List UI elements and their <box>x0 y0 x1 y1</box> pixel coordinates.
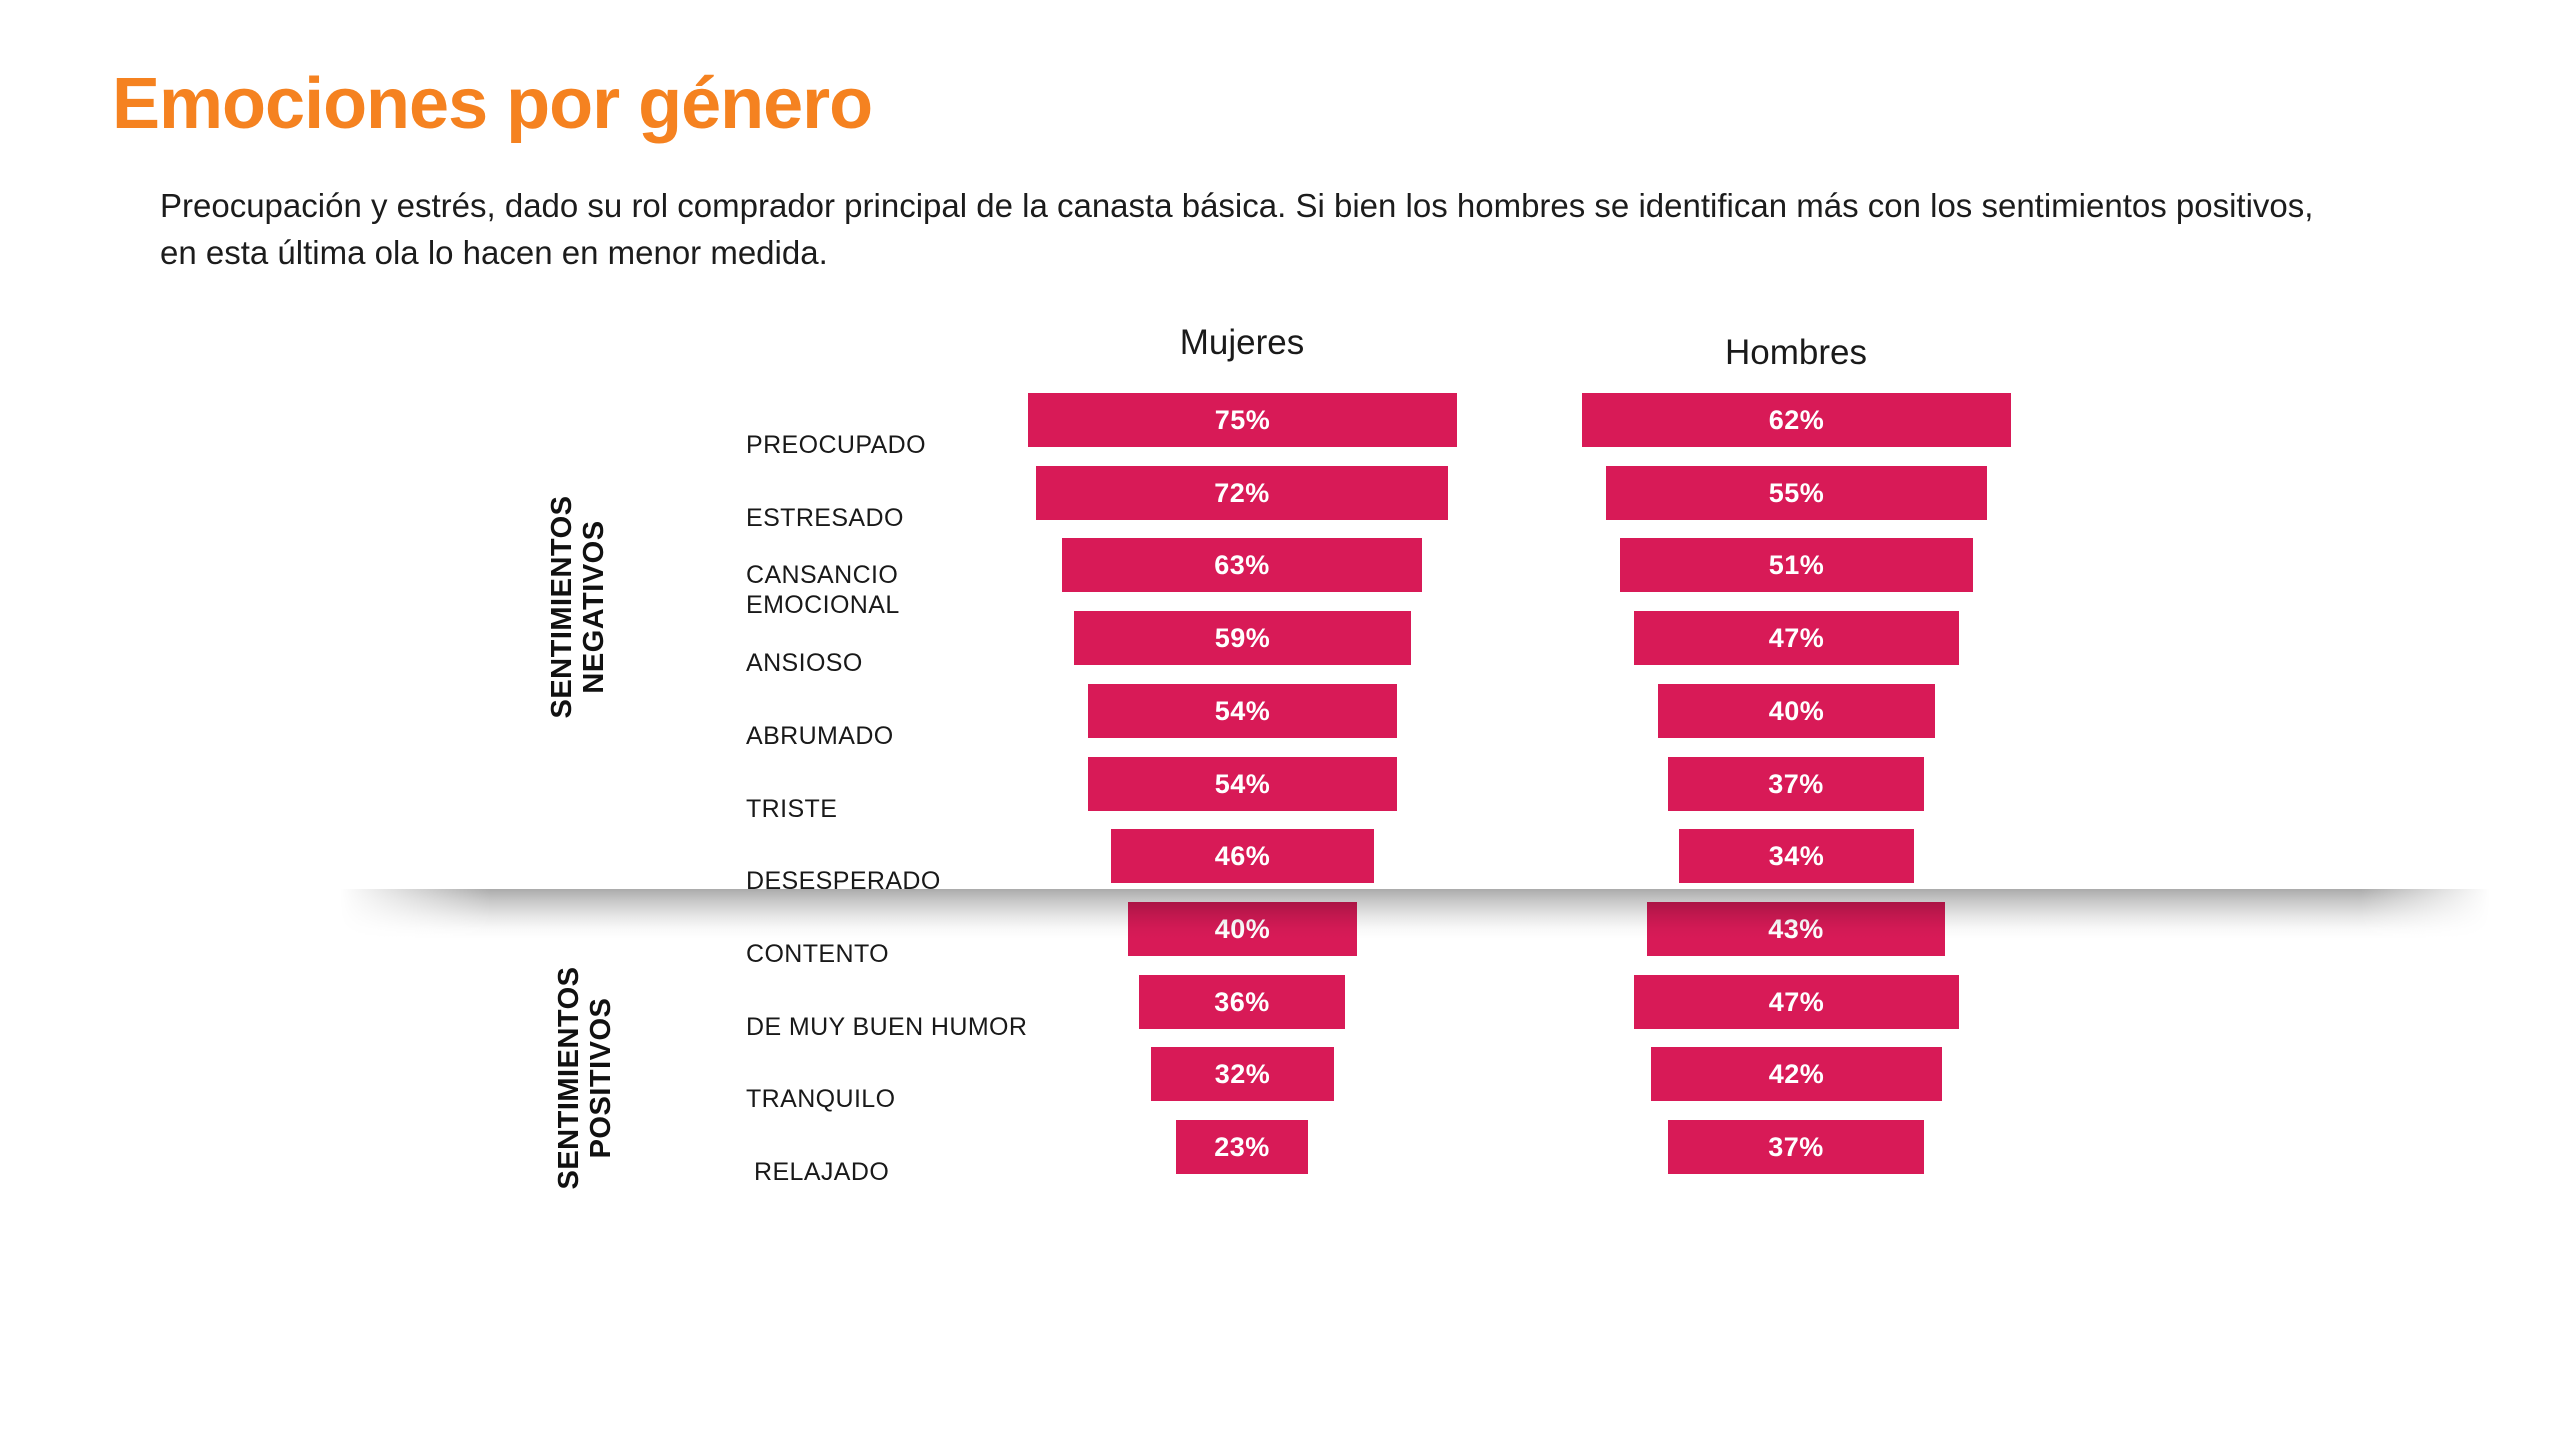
category-label: DESESPERADO <box>746 867 941 895</box>
page-title: Emociones por género <box>112 64 873 144</box>
category-label: CANSANCIO EMOCIONAL <box>746 561 900 619</box>
bar-value-mujeres: 59% <box>1214 623 1271 653</box>
category-label: TRANQUILO <box>746 1085 896 1113</box>
group-label-positivos-line-2: POSITIVOS <box>585 997 617 1159</box>
bar-mujeres: 46% <box>1111 829 1374 883</box>
bar-value-hombres: 40% <box>1768 696 1825 726</box>
bar-value-hombres: 55% <box>1768 478 1825 508</box>
bar-value-mujeres: 54% <box>1214 769 1271 799</box>
bar-hombres: 43% <box>1647 902 1945 956</box>
group-label-sentimientos-positivos: SENTIMIENTOS POSITIVOS <box>553 778 617 1378</box>
bar-hombres: 37% <box>1668 757 1924 811</box>
group-divider-shadow <box>340 889 2490 939</box>
bar-hombres: 51% <box>1620 538 1973 592</box>
subtitle-line-1: Preocupación y estrés, dado su rol compr… <box>160 187 2314 224</box>
bar-hombres: 55% <box>1606 466 1987 520</box>
category-label: RELAJADO <box>754 1158 890 1186</box>
bar-value-hombres: 51% <box>1768 550 1825 580</box>
bar-value-mujeres: 63% <box>1214 550 1270 580</box>
bar-mujeres: 36% <box>1139 975 1345 1029</box>
bar-mujeres: 63% <box>1062 538 1422 592</box>
bar-hombres: 47% <box>1634 975 1959 1029</box>
bar-value-hombres: 62% <box>1768 405 1825 435</box>
bar-value-hombres: 47% <box>1768 987 1825 1017</box>
slide-subtitle: Preocupación y estrés, dado su rol compr… <box>160 182 2480 276</box>
category-label: PREOCUPADO <box>746 431 926 459</box>
category-label: ANSIOSO <box>746 649 863 677</box>
group-label-positivos-line-1: SENTIMIENTOS <box>553 966 585 1190</box>
column-header-mujeres: Mujeres <box>1179 323 1305 362</box>
column-header-hombres: Hombres <box>1725 333 1867 372</box>
bar-hombres: 37% <box>1668 1120 1924 1174</box>
bar-mujeres: 23% <box>1176 1120 1308 1174</box>
bar-mujeres: 75% <box>1028 393 1457 447</box>
bar-value-mujeres: 36% <box>1214 987 1270 1017</box>
bar-value-mujeres: 54% <box>1214 696 1271 726</box>
bar-hombres: 34% <box>1679 829 1914 883</box>
bar-mujeres: 32% <box>1151 1047 1334 1101</box>
bar-value-mujeres: 46% <box>1214 841 1271 871</box>
bar-value-hombres: 42% <box>1768 1059 1825 1089</box>
subtitle-line-2: en esta última ola lo hacen en menor med… <box>160 234 828 271</box>
bar-mujeres: 72% <box>1036 466 1448 520</box>
bar-mujeres: 54% <box>1088 684 1397 738</box>
category-label: TRISTE <box>746 795 838 823</box>
bar-hombres: 62% <box>1582 393 2011 447</box>
bar-mujeres: 54% <box>1088 757 1397 811</box>
bar-value-hombres: 43% <box>1768 914 1824 944</box>
bar-value-hombres: 47% <box>1768 623 1825 653</box>
bar-value-mujeres: 32% <box>1214 1059 1271 1089</box>
bar-value-hombres: 34% <box>1768 841 1825 871</box>
bar-value-mujeres: 40% <box>1214 914 1271 944</box>
category-label: ABRUMADO <box>746 722 894 750</box>
bar-mujeres: 59% <box>1074 611 1411 665</box>
bar-value-hombres: 37% <box>1768 1132 1824 1162</box>
bar-hombres: 42% <box>1651 1047 1942 1101</box>
bar-mujeres: 40% <box>1128 902 1357 956</box>
bar-value-mujeres: 72% <box>1214 478 1270 508</box>
bar-value-mujeres: 23% <box>1214 1132 1270 1162</box>
bar-value-mujeres: 75% <box>1214 405 1271 435</box>
category-label: CONTENTO <box>746 940 890 968</box>
category-label: ESTRESADO <box>746 504 904 532</box>
bar-hombres: 40% <box>1658 684 1935 738</box>
bar-hombres: 47% <box>1634 611 1959 665</box>
category-label: DE MUY BUEN HUMOR <box>746 1013 1028 1041</box>
bar-value-hombres: 37% <box>1768 769 1824 799</box>
